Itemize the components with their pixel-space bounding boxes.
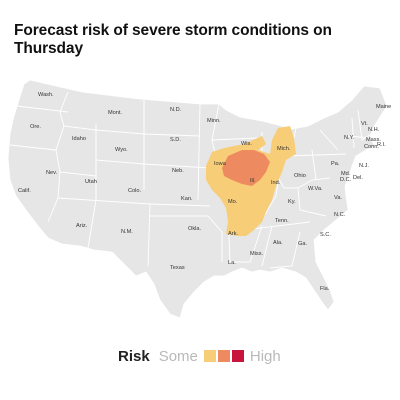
state-label-mass: Mass. — [366, 137, 381, 143]
state-label-pa: Pa. — [331, 161, 340, 167]
state-label-fla: Fla. — [320, 286, 330, 292]
state-label-ariz: Ariz. — [76, 223, 88, 229]
state-label-ark: Ark. — [228, 231, 238, 237]
state-label-sd: S.D. — [170, 137, 181, 143]
state-label-wyo: Wyo. — [115, 147, 128, 153]
state-label-dc: D.C. — [340, 177, 352, 183]
legend-low-label: Some — [158, 347, 198, 365]
state-label-tenn: Tenn. — [275, 218, 289, 224]
state-label-nh: N.H. — [368, 127, 380, 133]
state-label-ala: Ala. — [273, 240, 283, 246]
risk-area-moderate — [222, 150, 270, 186]
state-label-va: Va. — [334, 195, 342, 201]
state-label-ind: Ind. — [271, 180, 281, 186]
state-label-sc: S.C. — [320, 232, 331, 238]
state-label-nm: N.M. — [121, 229, 133, 235]
state-label-ore: Ore. — [30, 124, 41, 130]
state-label-ri: R.I. — [377, 142, 386, 148]
state-label-mo: Mo. — [228, 199, 238, 205]
legend-high-label: High — [249, 347, 281, 365]
state-label-wis: Wis. — [241, 141, 252, 147]
state-label-kan: Kan. — [181, 196, 193, 202]
state-label-la: La. — [228, 260, 236, 266]
state-label-mich: Mich. — [277, 146, 291, 152]
state-label-conn: Conn. — [364, 144, 379, 150]
state-label-colo: Colo. — [128, 188, 142, 194]
map-title: Forecast risk of severe storm conditions… — [14, 22, 332, 57]
state-label-idaho: Idaho — [72, 136, 86, 142]
state-label-ill: Ill. — [250, 178, 256, 184]
us-landmass — [7, 79, 388, 319]
state-label-texas: Texas — [170, 265, 185, 271]
state-label-minn: Minn. — [207, 118, 221, 124]
state-label-okla: Okla. — [188, 226, 202, 232]
state-label-ohio: Ohio — [294, 173, 306, 179]
legend-swatch-some — [203, 350, 216, 362]
legend-swatch-moderate — [217, 350, 230, 362]
state-label-mont: Mont. — [108, 110, 122, 116]
state-label-ny: N.Y. — [344, 135, 355, 141]
state-label-calif: Calif. — [18, 188, 31, 194]
state-labels: Wash. Ore. Idaho Mont. Nev. Calif. Utah … — [18, 92, 391, 292]
state-label-md: Md. — [341, 171, 351, 177]
state-label-utah: Utah — [85, 179, 97, 185]
state-label-ga: Ga. — [298, 241, 307, 247]
state-label-nd: N.D. — [170, 107, 182, 113]
state-label-ky: Ky. — [288, 199, 296, 205]
state-label-miss: Miss. — [250, 251, 263, 257]
legend-swatch-high — [231, 350, 244, 362]
risk-legend: Risk Some High — [118, 346, 281, 366]
state-label-maine: Maine — [376, 104, 391, 110]
state-label-del: Del. — [353, 175, 363, 181]
state-label-nc: N.C. — [334, 212, 346, 218]
state-label-nj: N.J. — [359, 163, 369, 169]
state-label-wva: W.Va. — [308, 186, 323, 192]
state-label-wash: Wash. — [38, 92, 54, 98]
legend-title: Risk — [118, 347, 150, 365]
state-label-nev: Nev. — [46, 170, 58, 176]
state-label-iowa: Iowa — [214, 161, 227, 167]
state-label-neb: Neb. — [172, 168, 184, 174]
state-label-vt: Vt. — [361, 121, 368, 127]
